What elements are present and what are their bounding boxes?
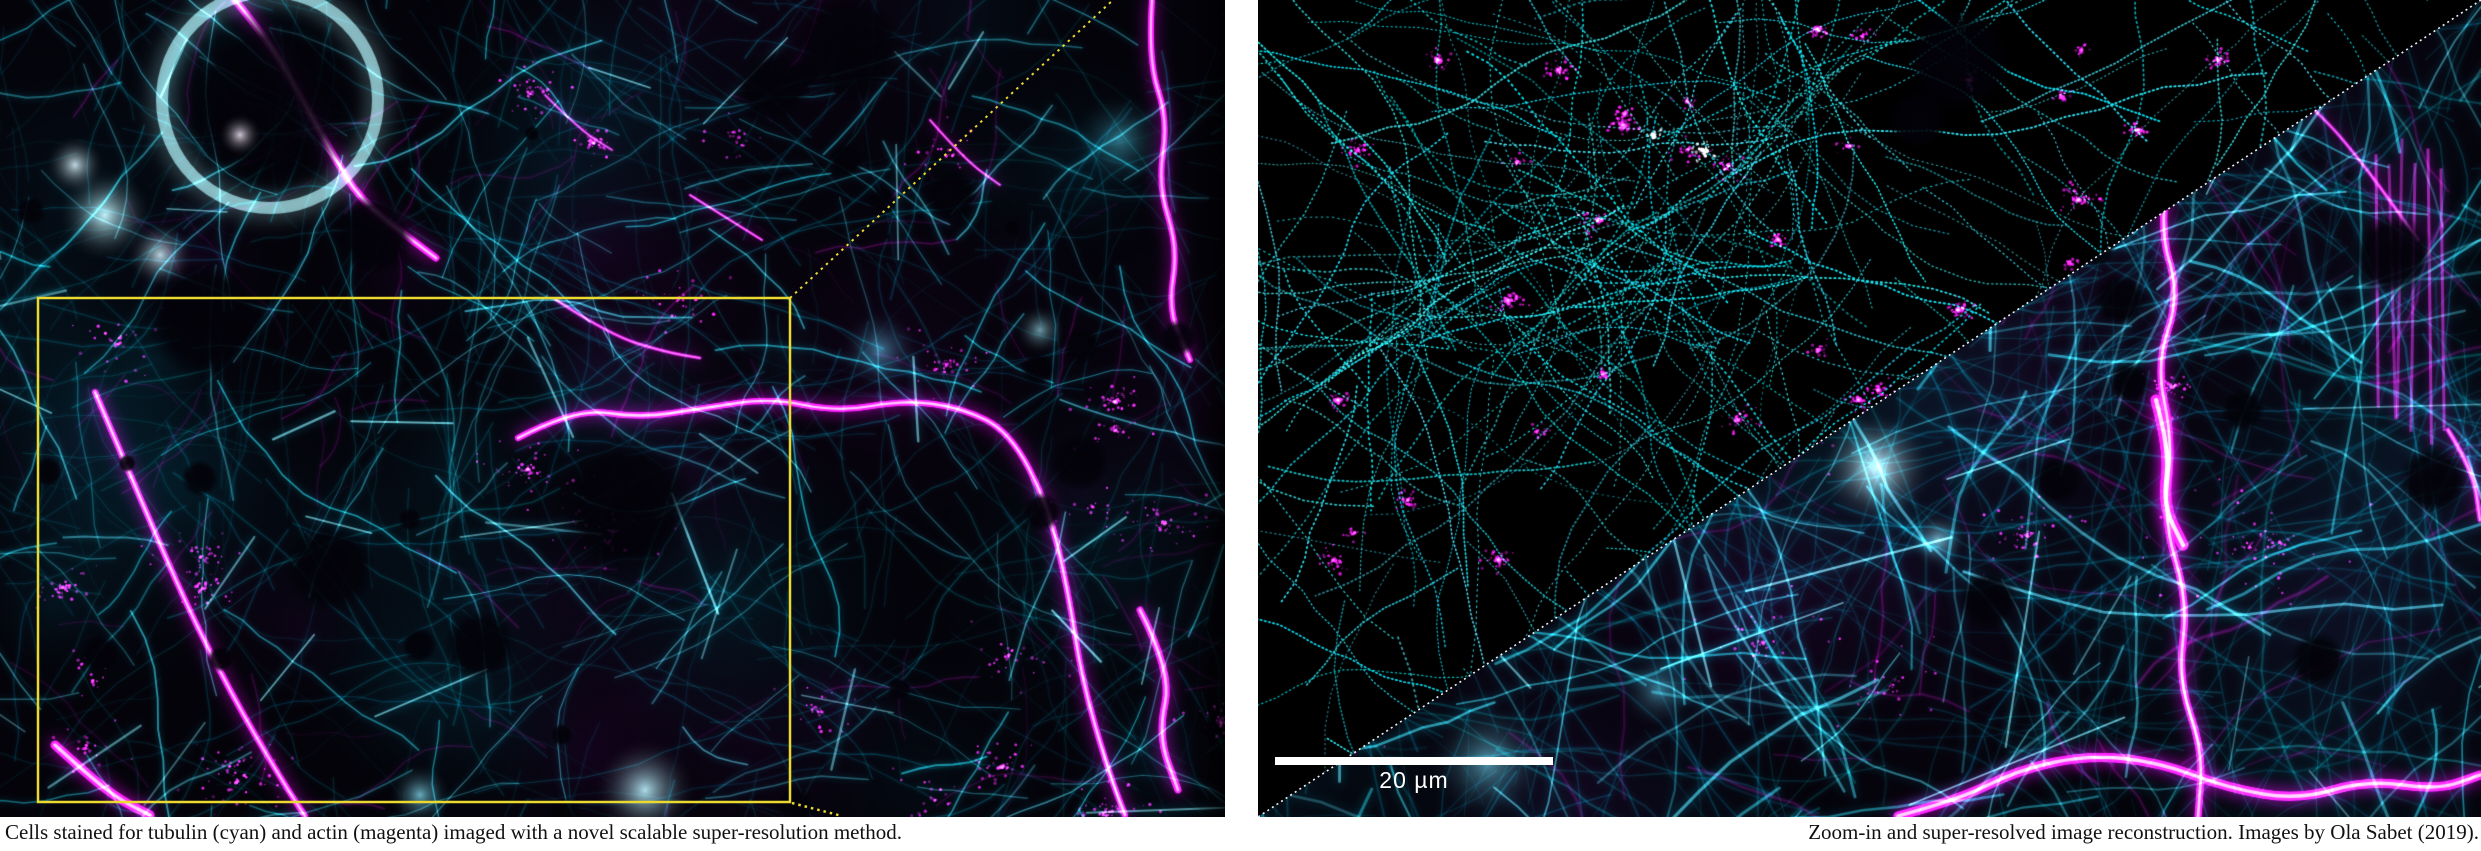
scale-bar <box>1275 757 1553 765</box>
left-caption: Cells stained for tubulin (cyan) and act… <box>5 820 903 844</box>
scale-bar-label: 20 µm <box>1379 767 1449 793</box>
zoom-microscopy-image <box>1258 0 2481 817</box>
overview-microscopy-image <box>0 0 1225 817</box>
overview-image-panel <box>0 0 1225 817</box>
right-caption: Zoom-in and super-resolved image reconst… <box>1808 820 2479 844</box>
zoom-image-panel: 20 µm <box>1258 0 2481 817</box>
